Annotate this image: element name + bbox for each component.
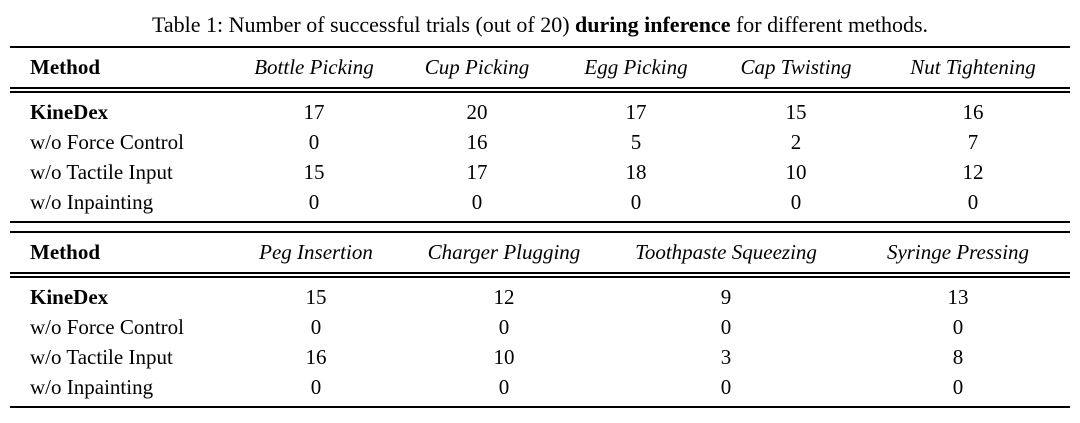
- cell-value: 0: [498, 314, 510, 339]
- table-row-wo-force-control: w/o Force Control 0 16 5 2 7: [10, 127, 1070, 157]
- cell-value: 12: [493, 284, 515, 309]
- cell-value: 0: [308, 189, 320, 214]
- cell-value: 2: [790, 129, 802, 154]
- results-table-top: Method Bottle Picking Cup Picking Egg Pi…: [10, 46, 1070, 223]
- caption-suffix: for different methods.: [730, 12, 929, 37]
- cell-value: 7: [967, 129, 979, 154]
- cell-value: 17: [466, 159, 488, 184]
- method-label: w/o Force Control: [30, 314, 184, 339]
- table-row-kinedex: KineDex 17 20 17 15 16: [10, 90, 1070, 127]
- table-row-wo-force-control: w/o Force Control 0 0 0 0: [10, 312, 1070, 342]
- caption-prefix: Table 1: Number of successful trials (ou…: [151, 12, 576, 37]
- cell-value: 3: [720, 344, 732, 369]
- cell-value: 0: [308, 129, 320, 154]
- cell-value: 0: [310, 374, 322, 399]
- header-row: Method Bottle Picking Cup Picking Egg Pi…: [10, 46, 1070, 93]
- col-header-charger-plugging: Charger Plugging: [402, 231, 606, 278]
- col-header-toothpaste-squeezing: Toothpaste Squeezing: [606, 231, 846, 278]
- cell-value: 17: [625, 99, 647, 124]
- cell-value: 18: [625, 159, 647, 184]
- cell-value: 10: [493, 344, 515, 369]
- method-label: KineDex: [30, 99, 109, 124]
- method-label: w/o Inpainting: [30, 189, 154, 214]
- cell-value: 0: [310, 314, 322, 339]
- cell-value: 0: [720, 374, 732, 399]
- table-row-wo-inpainting: w/o Inpainting 0 0 0 0: [10, 372, 1070, 407]
- method-label: w/o Force Control: [30, 129, 184, 154]
- col-header-bottle-picking: Bottle Picking: [230, 46, 398, 93]
- method-label: w/o Tactile Input: [30, 159, 173, 184]
- cell-value: 8: [952, 344, 964, 369]
- cell-value: 15: [785, 99, 807, 124]
- cell-value: 5: [630, 129, 642, 154]
- cell-value: 13: [947, 284, 969, 309]
- cell-value: 0: [952, 374, 964, 399]
- col-header-syringe-pressing: Syringe Pressing: [846, 231, 1070, 278]
- cell-value: 16: [466, 129, 488, 154]
- caption-bold-phrase: during inference: [575, 12, 731, 37]
- cell-value: 0: [967, 189, 979, 214]
- col-header-peg-insertion: Peg Insertion: [230, 231, 402, 278]
- table-row-wo-tactile-input: w/o Tactile Input 15 17 18 10 12: [10, 157, 1070, 187]
- cell-value: 0: [720, 314, 732, 339]
- col-header-method: Method: [10, 231, 230, 278]
- cell-value: 16: [962, 99, 984, 124]
- col-header-egg-picking: Egg Picking: [556, 46, 716, 93]
- col-header-cap-twisting: Cap Twisting: [716, 46, 876, 93]
- method-label: KineDex: [30, 284, 109, 309]
- cell-value: 0: [790, 189, 802, 214]
- cell-value: 10: [785, 159, 807, 184]
- cell-value: 0: [498, 374, 510, 399]
- method-label: w/o Tactile Input: [30, 344, 173, 369]
- table-caption: Table 1: Number of successful trials (ou…: [0, 12, 1080, 38]
- cell-value: 0: [630, 189, 642, 214]
- col-header-method: Method: [10, 46, 230, 93]
- method-label: w/o Inpainting: [30, 374, 154, 399]
- col-header-cup-picking: Cup Picking: [398, 46, 556, 93]
- table-row-wo-tactile-input: w/o Tactile Input 16 10 3 8: [10, 342, 1070, 372]
- header-row: Method Peg Insertion Charger Plugging To…: [10, 231, 1070, 278]
- cell-value: 20: [466, 99, 488, 124]
- cell-value: 16: [305, 344, 327, 369]
- cell-value: 17: [303, 99, 325, 124]
- cell-value: 0: [952, 314, 964, 339]
- cell-value: 0: [471, 189, 483, 214]
- cell-value: 9: [720, 284, 732, 309]
- table-row-kinedex: KineDex 15 12 9 13: [10, 275, 1070, 312]
- results-table-bottom: Method Peg Insertion Charger Plugging To…: [10, 231, 1070, 408]
- col-header-nut-tightening: Nut Tightening: [876, 46, 1070, 93]
- cell-value: 15: [303, 159, 325, 184]
- cell-value: 12: [962, 159, 984, 184]
- cell-value: 15: [305, 284, 327, 309]
- table-row-wo-inpainting: w/o Inpainting 0 0 0 0 0: [10, 187, 1070, 222]
